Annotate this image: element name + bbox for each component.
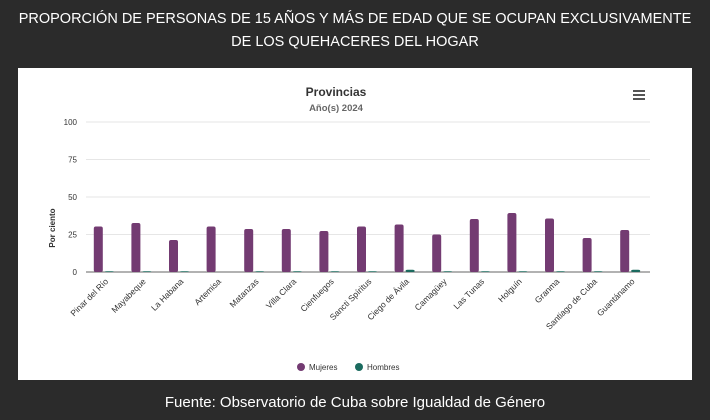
x-tick-label: Camagüey — [412, 276, 449, 313]
bar-mujeres[interactable] — [545, 218, 554, 272]
x-tick-label: Guantánamo — [595, 276, 637, 318]
title-line-1: PROPORCIÓN DE PERSONAS DE 15 AÑOS Y MÁS … — [18, 11, 692, 27]
title-line-2: DE LOS QUEHACERES DEL HOGAR — [231, 34, 479, 50]
bar-mujeres[interactable] — [206, 226, 216, 272]
bar-hombres[interactable] — [368, 271, 377, 272]
bar-mujeres[interactable] — [319, 231, 329, 272]
bar-mujeres[interactable] — [432, 234, 442, 273]
bar-hombres[interactable] — [292, 271, 302, 272]
bar-mujeres[interactable] — [620, 230, 630, 272]
bar-mujeres[interactable] — [169, 240, 178, 272]
bar-hombres[interactable] — [631, 269, 641, 272]
y-tick-label: 25 — [68, 231, 77, 240]
bar-hombres[interactable] — [142, 271, 152, 272]
bar-hombres[interactable] — [405, 269, 415, 272]
x-tick-label: Cienfuegos — [298, 276, 335, 313]
bar-hombres[interactable] — [518, 271, 528, 272]
x-tick-label: Las Tunas — [451, 276, 486, 311]
legend-marker — [297, 363, 305, 371]
bar-hombres[interactable] — [180, 271, 189, 272]
bar-hombres[interactable] — [255, 271, 265, 272]
hamburger-menu-icon[interactable] — [633, 90, 645, 102]
x-tick-label: La Habana — [149, 276, 186, 313]
bar-mujeres[interactable] — [93, 226, 103, 272]
source-note: Fuente: Observatorio de Cuba sobre Igual… — [164, 394, 546, 411]
y-tick-label: 75 — [68, 156, 77, 165]
legend-marker — [355, 363, 363, 371]
legend-item-hombres[interactable]: Hombres — [367, 363, 399, 372]
chart-panel: Provincias Año(s) 2024 Por ciento 0 25 50 7… — [18, 68, 692, 380]
bar-chart: Provincias Año(s) 2024 Por ciento 0 25 50 7… — [48, 85, 650, 372]
bar-mujeres[interactable] — [281, 228, 291, 272]
bar-hombres[interactable] — [593, 271, 603, 272]
y-axis-label: Por ciento — [48, 208, 57, 247]
x-tick-label: Villa Clara — [264, 276, 299, 311]
y-tick-label: 100 — [64, 118, 78, 127]
legend-item-mujeres[interactable]: Mujeres — [309, 363, 337, 372]
bar-mujeres[interactable] — [469, 219, 479, 272]
y-tick-label: 0 — [73, 268, 78, 277]
bar-mujeres[interactable] — [507, 213, 517, 272]
x-tick-label: Artemisa — [192, 276, 223, 307]
bar-mujeres[interactable] — [357, 226, 366, 272]
x-tick-label: Pinar del Río — [68, 276, 110, 318]
x-tick-label: Holguín — [496, 276, 524, 304]
bar-mujeres[interactable] — [582, 237, 592, 272]
bar-hombres[interactable] — [104, 271, 114, 272]
chart-title: Provincias — [306, 85, 367, 99]
bar-hombres[interactable] — [330, 271, 340, 272]
bar-hombres[interactable] — [556, 271, 565, 272]
x-tick-label: Matanzas — [227, 276, 260, 309]
bar-mujeres[interactable] — [244, 228, 254, 272]
bar-hombres[interactable] — [480, 271, 490, 272]
chart-subtitle: Año(s) 2024 — [309, 103, 364, 114]
y-tick-label: 50 — [68, 193, 77, 202]
bar-mujeres[interactable] — [131, 222, 141, 272]
bar-mujeres[interactable] — [394, 224, 404, 272]
x-tick-label: Granma — [533, 276, 562, 305]
bar-hombres[interactable] — [443, 271, 453, 272]
x-tick-label: Mayabeque — [109, 276, 148, 315]
page-title: PROPORCIÓN DE PERSONAS DE 15 AÑOS Y MÁS … — [0, 8, 710, 54]
